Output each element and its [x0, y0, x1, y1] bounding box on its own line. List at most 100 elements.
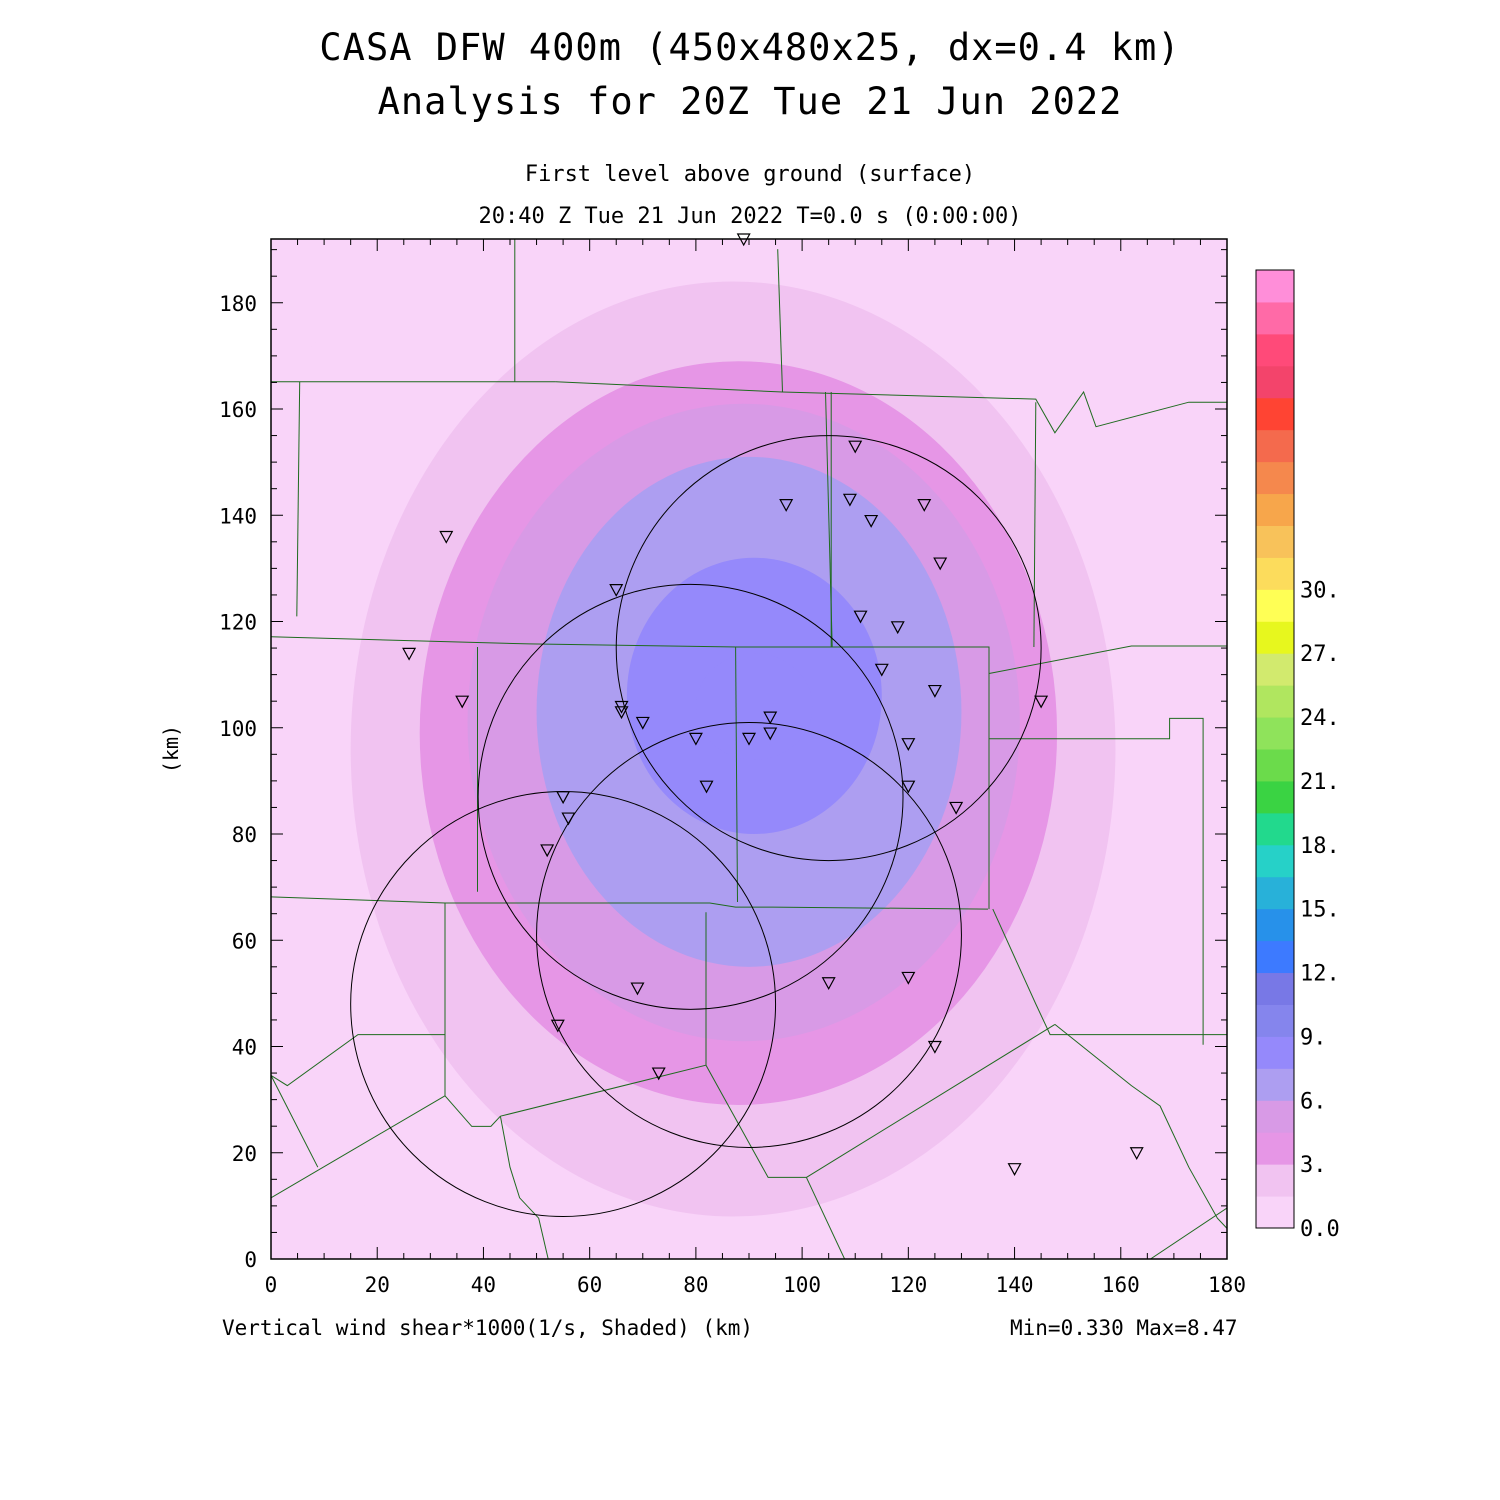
x-tick-label: 100 — [783, 1273, 821, 1297]
station-marker — [556, 791, 571, 805]
colorbar-tick-label: 6. — [1300, 1089, 1327, 1114]
colorbar-swatch — [1256, 557, 1294, 590]
county-border-17 — [271, 903, 446, 1087]
station-marker — [1034, 695, 1049, 709]
colorbar-tick-label: 15. — [1300, 898, 1340, 923]
station-marker — [933, 557, 948, 571]
colorbar-swatch — [1256, 972, 1294, 1005]
station-marker — [688, 732, 703, 746]
county-border-20 — [500, 1064, 807, 1178]
chart-title: CASA DFW 400m (450x480x25, dx=0.4 km) — [319, 26, 1181, 69]
colorbar-tick-label: 24. — [1300, 706, 1340, 731]
colorbar-frame — [1255, 269, 1295, 1229]
colorbar-swatch — [1256, 429, 1294, 463]
x-tick-label: 120 — [889, 1273, 927, 1297]
x-tick-label: 20 — [365, 1273, 390, 1297]
colorbar-swatch — [1256, 461, 1294, 495]
colorbar-tick-label: 27. — [1300, 642, 1340, 667]
colorbar-tick-label: 9. — [1300, 1025, 1327, 1050]
station-marker — [842, 493, 857, 507]
county-border-4 — [296, 381, 301, 617]
county-border-14 — [477, 902, 989, 910]
y-tick-label: 60 — [232, 929, 257, 953]
colorbar-tick-label: 21. — [1300, 770, 1340, 795]
x-tick-label: 40 — [471, 1273, 496, 1297]
county-border-22 — [806, 1023, 1056, 1178]
colorbar-swatch — [1256, 749, 1294, 782]
colorbar-swatch — [1256, 1132, 1294, 1165]
station-marker — [917, 499, 932, 512]
plot-area — [271, 239, 1227, 1259]
station-marker — [901, 971, 916, 985]
colorbar-swatch — [1256, 685, 1294, 718]
colorbar-swatch — [1256, 525, 1294, 558]
x-tick-label: 80 — [683, 1273, 708, 1297]
x-tick-label: 160 — [1102, 1273, 1140, 1297]
county-border-1 — [777, 249, 783, 393]
station-marker — [630, 982, 645, 996]
y-tick-label: 80 — [232, 823, 257, 847]
county-border-16 — [992, 908, 1227, 1036]
colorbar-swatch — [1256, 653, 1294, 686]
colorbar: 0.0 3. 6. 9. 12. 15. 18. 21. 24. 27. 30. — [1255, 269, 1340, 1242]
x-tick-label: 0 — [265, 1273, 278, 1297]
station-marker — [821, 977, 836, 991]
y-tick-label: 120 — [219, 611, 257, 635]
colorbar-swatch — [1256, 780, 1294, 814]
county-border-5 — [271, 636, 1227, 675]
colorbar-swatch — [1256, 940, 1294, 974]
station-marker — [848, 440, 863, 454]
station-marker — [402, 647, 417, 661]
county-border-10 — [735, 646, 738, 903]
colorbar-swatch — [1256, 1164, 1294, 1197]
colorbar-swatch — [1256, 493, 1294, 526]
radar-ring-0 — [615, 435, 1042, 862]
colorbar-swatch — [1256, 1196, 1294, 1229]
county-border-27 — [271, 1075, 319, 1168]
station-marker — [741, 732, 757, 746]
y-tick-label: 180 — [219, 292, 257, 316]
station-marker — [779, 499, 794, 512]
colorbar-swatch — [1256, 333, 1294, 367]
station-marker — [1007, 1163, 1022, 1176]
colorbar-swatch — [1256, 1068, 1294, 1101]
x-tick-label: 180 — [1208, 1273, 1246, 1297]
colorbar-tick-label: 12. — [1300, 962, 1340, 987]
x-tick-label: 60 — [577, 1273, 602, 1297]
colorbar-swatch — [1256, 397, 1294, 431]
colorbar-swatch — [1256, 1036, 1294, 1069]
y-tick-label: 140 — [219, 504, 257, 528]
county-border-18 — [444, 1034, 501, 1127]
colorbar-swatch — [1256, 876, 1294, 910]
county-border-12 — [988, 657, 1204, 1045]
station-marker — [864, 514, 879, 528]
county-border-19 — [271, 1095, 446, 1199]
colorbar-swatch — [1256, 844, 1294, 878]
station-marker — [890, 621, 905, 635]
y-tick-label: 160 — [219, 398, 257, 422]
variable-label: Vertical wind shear*1000(1/s, Shaded) (k… — [222, 1316, 754, 1340]
shading-level-6 — [695, 653, 813, 760]
colorbar-swatch — [1256, 365, 1294, 399]
county-border-25 — [1054, 1024, 1227, 1229]
axes: 0 20 40 60 80 100 120 140 160 180 0 20 40 60 80 100 120 1… — [219, 239, 1246, 1297]
station-marker — [901, 738, 916, 751]
y-axis-label: (km) — [159, 725, 183, 773]
y-tick-label: 40 — [232, 1036, 257, 1060]
y-tick-label: 20 — [232, 1142, 257, 1166]
colorbar-tick-label: 30. — [1300, 578, 1340, 603]
colorbar-swatch — [1256, 1004, 1294, 1037]
station-marker — [874, 663, 889, 677]
colorbar-swatch — [1256, 589, 1294, 622]
station-marker — [635, 716, 650, 730]
station-marker — [540, 844, 555, 858]
station-marker — [927, 1040, 942, 1054]
chart-subtitle: Analysis for 20Z Tue 21 Jun 2022 — [377, 80, 1123, 123]
county-border-3 — [555, 381, 1227, 434]
min-max-label: Min=0.330 Max=8.47 — [1010, 1316, 1238, 1340]
station-marker — [763, 727, 778, 741]
station-marker — [455, 695, 470, 709]
valid-time-label: 20:40 Z Tue 21 Jun 2022 T=0.0 s (0:00:00… — [478, 204, 1022, 229]
colorbar-swatch — [1256, 270, 1294, 303]
